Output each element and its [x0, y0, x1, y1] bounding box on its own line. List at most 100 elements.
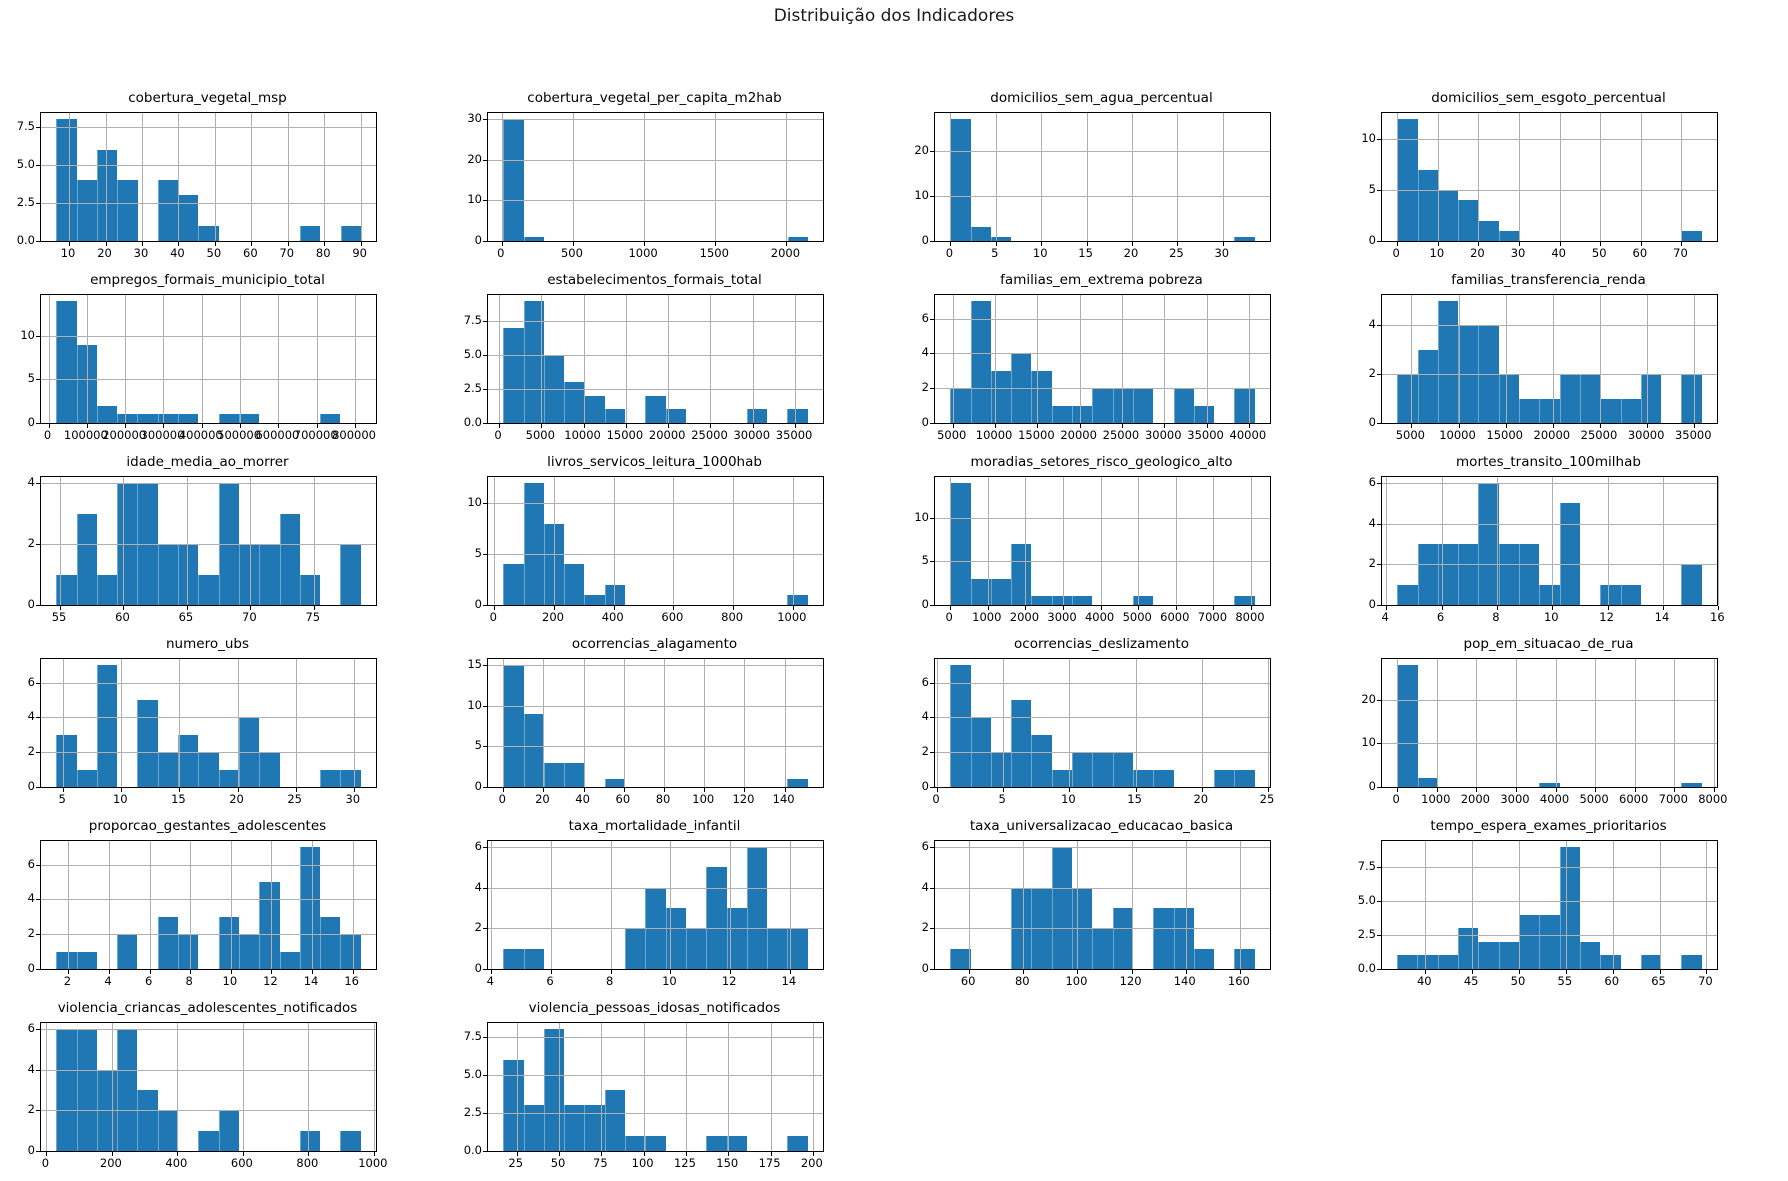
tick-mark: [770, 1152, 772, 1156]
tick-mark: [179, 788, 181, 792]
grid-line-h: [1382, 139, 1717, 141]
grid-line-h: [41, 717, 376, 719]
y-tick-label: 0.0: [463, 415, 482, 429]
grid-line-v: [1555, 659, 1557, 787]
tick-mark: [1713, 788, 1715, 792]
grid-line-v: [141, 113, 143, 241]
histogram-bar: [137, 1090, 158, 1151]
histogram-bar: [1092, 928, 1113, 969]
tick-mark: [995, 242, 997, 246]
grid-line-v: [1437, 113, 1439, 241]
x-tick-label: 8000: [1698, 792, 1728, 806]
grid-line-h: [488, 355, 823, 357]
y-tick-label: 5: [474, 738, 482, 753]
x-tick-label: 7000: [1197, 610, 1228, 624]
x-tick-label: 20000: [648, 428, 686, 442]
y-tick-label: 5: [1368, 182, 1376, 197]
tick-mark: [752, 424, 754, 428]
grid-line-h: [935, 561, 1270, 563]
tick-mark: [583, 788, 585, 792]
tick-mark: [36, 164, 40, 166]
grid-line-v: [1138, 477, 1140, 605]
tick-mark: [1397, 242, 1399, 246]
histogram-bar: [1193, 948, 1215, 969]
y-tick-label: 20: [467, 151, 482, 166]
grid-line-v: [1559, 113, 1561, 241]
x-tick-label: 200: [542, 610, 564, 624]
histogram-bar: [1417, 955, 1438, 969]
tick-mark: [516, 1152, 518, 1156]
tick-mark: [149, 970, 151, 974]
tick-mark: [483, 1151, 487, 1152]
x-tick-label: 60: [960, 974, 976, 988]
grid-line-v: [1248, 295, 1250, 423]
x-tick-label: 60: [1604, 974, 1620, 988]
y-tick-label: 0: [474, 597, 482, 611]
tick-mark: [1377, 374, 1381, 376]
y-tick-label: 4: [921, 879, 929, 894]
grid-line-v: [68, 841, 70, 969]
tick-mark: [36, 787, 40, 788]
histogram-bar: [56, 301, 77, 423]
grid-line-h: [935, 195, 1270, 197]
grid-line-h: [935, 847, 1270, 849]
histogram-bar: [1600, 584, 1621, 605]
y-tick-label: 5.0: [1357, 893, 1376, 908]
tick-mark: [1607, 606, 1609, 610]
plot-area: [483, 112, 824, 246]
tick-mark: [105, 242, 107, 246]
tick-mark: [355, 424, 357, 428]
histogram-bar: [1153, 908, 1174, 969]
plot-area: [1377, 476, 1720, 610]
tick-mark: [36, 126, 40, 128]
x-tick-label: 15: [1078, 246, 1093, 260]
subplot-title: tempo_espera_exames_prioritarios: [1430, 818, 1667, 834]
tick-mark: [744, 788, 746, 792]
grid-line-v: [668, 295, 670, 423]
grid-line-v: [1599, 295, 1601, 423]
plot-area: [930, 294, 1271, 428]
x-tick-label: 1000: [972, 610, 1002, 624]
histogram-bar: [726, 1135, 747, 1151]
grid-line-v: [1164, 295, 1166, 423]
y-tick-label: 0: [27, 1143, 35, 1157]
tick-mark: [1377, 787, 1381, 788]
tick-mark: [36, 752, 40, 754]
subplot-title: mortes_transito_100milhab: [1456, 454, 1641, 470]
histogram-bar: [1498, 374, 1520, 423]
subplot-title: violencia_criancas_adolescentes_notifica…: [57, 1000, 358, 1016]
x-tick-label: 30: [1214, 246, 1230, 260]
x-tick-label: 15: [1127, 792, 1142, 806]
x-tick-label: 50: [1510, 974, 1526, 988]
tick-mark: [312, 970, 314, 974]
grid-line-v: [664, 659, 666, 787]
histogram-bar: [950, 388, 971, 423]
subplot-cell: tempo_espera_exames_prioritarios 40 45 50 55…: [1341, 817, 1788, 999]
grid-line-v: [1077, 841, 1079, 969]
y-tick-label: 6: [27, 674, 35, 689]
histogram-bar: [1559, 374, 1580, 423]
y-tick-label: 4: [1368, 317, 1376, 332]
histogram-bar: [1478, 220, 1499, 241]
tick-mark: [373, 1152, 375, 1156]
tick-mark: [1100, 606, 1102, 610]
y-tick-label: 0: [474, 233, 482, 247]
tick-mark: [1663, 606, 1664, 610]
x-tick-label: 1500: [699, 246, 729, 260]
histogram-bar: [1458, 544, 1479, 605]
histogram-bar: [56, 734, 77, 787]
histogram-bar: [1193, 405, 1215, 423]
tick-mark: [1069, 788, 1071, 792]
tick-mark: [673, 606, 675, 610]
subplot-title: numero_ubs: [166, 636, 249, 652]
histogram-bar: [950, 483, 971, 605]
x-tick-label: 55: [51, 610, 67, 624]
histogram-bar: [137, 699, 158, 787]
tick-mark: [1079, 424, 1081, 428]
histogram-bar: [1539, 584, 1560, 605]
grid-line-h: [41, 544, 376, 546]
histogram-bar: [1519, 398, 1540, 423]
y-tick-label: 0: [27, 415, 35, 429]
grid-line-v: [1634, 659, 1636, 787]
x-tick-label: 45: [1463, 974, 1479, 988]
